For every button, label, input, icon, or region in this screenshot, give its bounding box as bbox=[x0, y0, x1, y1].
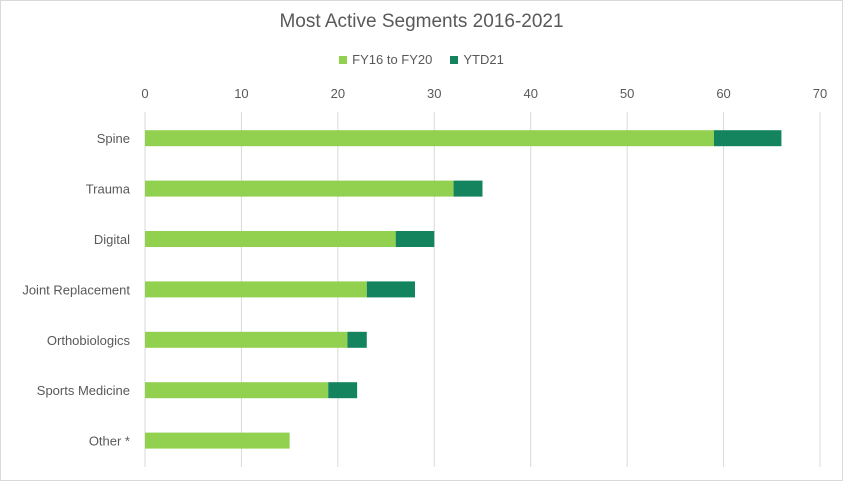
bar-ytd21-0 bbox=[713, 130, 782, 147]
x-tick-label-60: 60 bbox=[716, 86, 730, 101]
legend-item-series-2: YTD21 bbox=[450, 52, 504, 67]
chart-legend: FY16 to FY20 YTD21 bbox=[1, 52, 842, 67]
legend-label-series-1: FY16 to FY20 bbox=[352, 52, 433, 67]
legend-swatch-series-1 bbox=[339, 55, 348, 64]
bar-fy16-fy20-3 bbox=[145, 281, 367, 298]
bar-fy16-fy20-6 bbox=[145, 432, 290, 449]
bar-ytd21-3 bbox=[366, 281, 415, 298]
legend-item-series-1: FY16 to FY20 bbox=[339, 52, 432, 67]
x-tick-label-0: 0 bbox=[141, 86, 148, 101]
bar-fy16-fy20-2 bbox=[145, 231, 396, 247]
category-label-2: Digital bbox=[94, 232, 130, 247]
category-label-4: Orthobiologics bbox=[47, 333, 131, 348]
legend-swatch-series-2 bbox=[450, 55, 459, 64]
legend-label-series-2: YTD21 bbox=[463, 52, 504, 67]
bar-ytd21-4 bbox=[347, 331, 367, 348]
category-label-5: Sports Medicine bbox=[37, 383, 130, 398]
category-label-0: Spine bbox=[97, 131, 130, 146]
x-tick-label-10: 10 bbox=[234, 86, 248, 101]
x-tick-label-20: 20 bbox=[331, 86, 345, 101]
bar-fy16-fy20-5 bbox=[145, 382, 329, 399]
bar-ytd21-1 bbox=[453, 180, 483, 197]
x-tick-label-40: 40 bbox=[523, 86, 537, 101]
bar-fy16-fy20-1 bbox=[145, 180, 454, 197]
x-tick-label-70: 70 bbox=[813, 86, 827, 101]
category-label-1: Trauma bbox=[86, 182, 131, 197]
bar-ytd21-2 bbox=[395, 231, 435, 247]
category-label-3: Joint Replacement bbox=[22, 282, 130, 297]
x-tick-label-30: 30 bbox=[427, 86, 441, 101]
category-label-6: Other * bbox=[89, 434, 130, 449]
chart-title: Most Active Segments 2016-2021 bbox=[279, 11, 564, 32]
bar-fy16-fy20-0 bbox=[145, 130, 714, 147]
x-tick-label-50: 50 bbox=[620, 86, 634, 101]
bar-fy16-fy20-4 bbox=[145, 331, 348, 348]
bar-ytd21-5 bbox=[328, 382, 358, 399]
